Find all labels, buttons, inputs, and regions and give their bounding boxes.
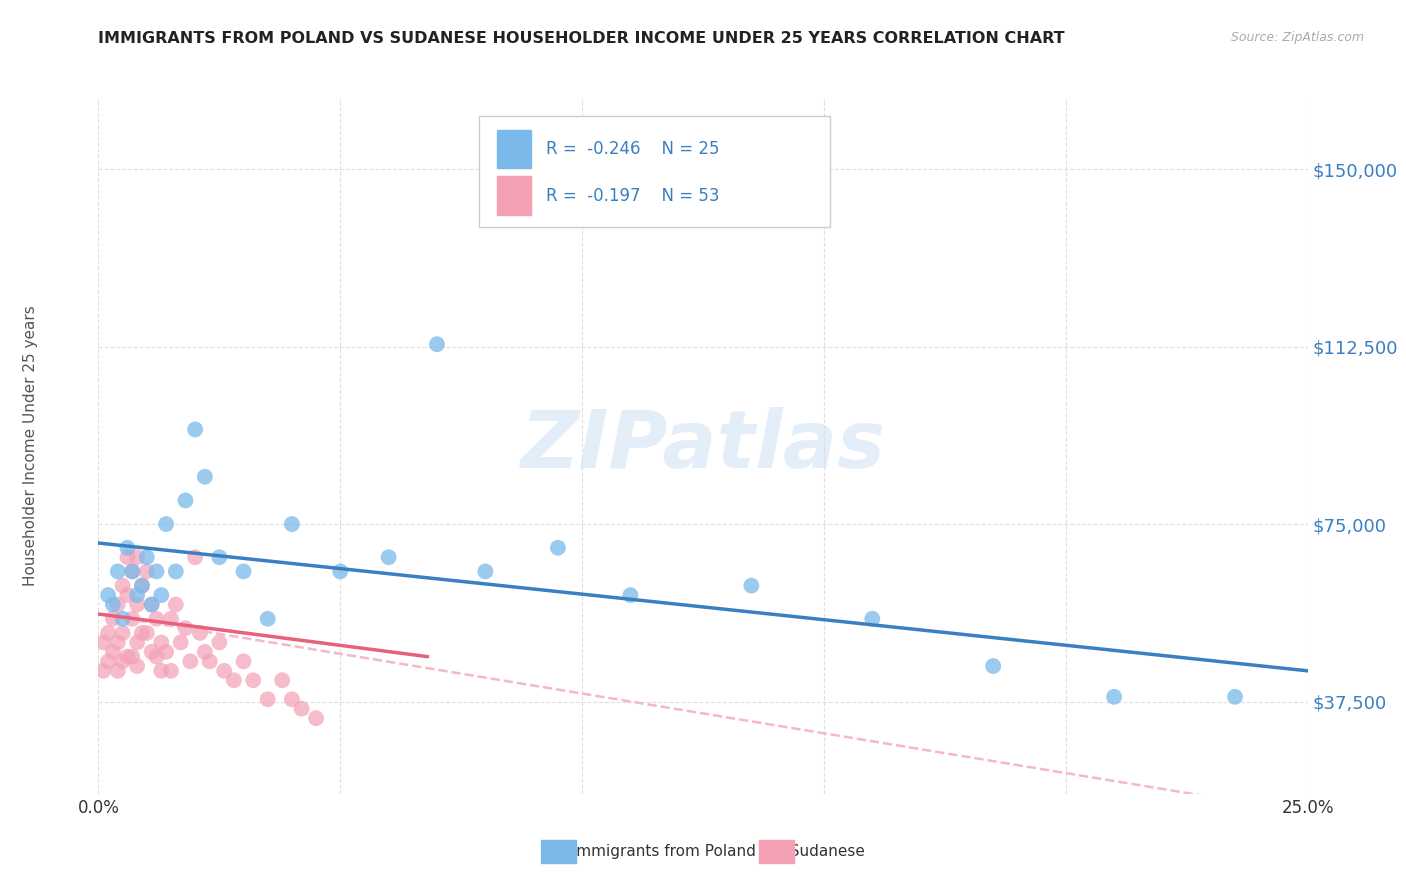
Point [377, 550, 399, 565]
Point [208, 550, 231, 565]
Point [426, 337, 449, 351]
Point [160, 664, 183, 678]
Point [194, 469, 217, 483]
Point [141, 598, 163, 612]
Point [222, 673, 245, 688]
Point [117, 550, 139, 565]
Point [1223, 690, 1246, 704]
Point [860, 612, 883, 626]
Point [271, 673, 294, 688]
Point [111, 612, 134, 626]
Point [155, 645, 177, 659]
Point [174, 493, 197, 508]
Point [107, 598, 129, 612]
Point [131, 579, 153, 593]
Point [150, 664, 173, 678]
Bar [498, 177, 531, 215]
Point [150, 635, 173, 649]
Point [145, 649, 167, 664]
Point [127, 659, 149, 673]
Point [474, 565, 496, 579]
Point [256, 692, 278, 706]
Text: R =  -0.197    N = 53: R = -0.197 N = 53 [546, 186, 720, 204]
Bar [498, 129, 531, 168]
Point [97, 626, 120, 640]
Point [281, 517, 304, 532]
Point [174, 621, 197, 635]
Point [188, 626, 211, 640]
Point [131, 626, 153, 640]
Point [208, 635, 231, 649]
Point [121, 649, 143, 664]
Point [547, 541, 569, 555]
Point [160, 612, 183, 626]
Point [169, 635, 191, 649]
Text: R =  -0.246    N = 25: R = -0.246 N = 25 [546, 140, 720, 158]
Point [91, 664, 114, 678]
Point [242, 673, 264, 688]
Point [281, 692, 304, 706]
Point [165, 565, 187, 579]
Point [121, 565, 143, 579]
FancyBboxPatch shape [479, 116, 830, 227]
Point [256, 612, 278, 626]
Point [290, 701, 312, 715]
Point [305, 711, 328, 725]
Text: IMMIGRANTS FROM POLAND VS SUDANESE HOUSEHOLDER INCOME UNDER 25 YEARS CORRELATION: IMMIGRANTS FROM POLAND VS SUDANESE HOUSE… [98, 31, 1066, 46]
Point [127, 588, 149, 602]
Point [107, 664, 129, 678]
Point [107, 565, 129, 579]
Point [127, 598, 149, 612]
Point [329, 565, 352, 579]
Point [101, 645, 124, 659]
Point [97, 654, 120, 668]
Point [117, 588, 139, 602]
Point [141, 598, 163, 612]
Point [981, 659, 1004, 673]
Point [198, 654, 221, 668]
Point [91, 635, 114, 649]
Point [619, 588, 641, 602]
Point [141, 645, 163, 659]
Point [135, 550, 157, 565]
Point [232, 654, 254, 668]
Point [121, 612, 143, 626]
Point [740, 579, 762, 593]
Point [101, 598, 124, 612]
Point [212, 664, 235, 678]
Text: Immigrants from Poland: Immigrants from Poland [562, 845, 756, 859]
Point [135, 626, 157, 640]
Point [145, 565, 167, 579]
Point [150, 588, 173, 602]
Point [121, 565, 143, 579]
Point [101, 612, 124, 626]
Point [194, 645, 217, 659]
Text: Source: ZipAtlas.com: Source: ZipAtlas.com [1230, 31, 1364, 45]
Point [179, 654, 201, 668]
Point [131, 579, 153, 593]
Point [97, 588, 120, 602]
Point [111, 579, 134, 593]
Text: Householder Income Under 25 years: Householder Income Under 25 years [24, 306, 38, 586]
Text: ZIPatlas: ZIPatlas [520, 407, 886, 485]
Text: Sudanese: Sudanese [780, 845, 865, 859]
Point [165, 598, 187, 612]
Point [155, 517, 177, 532]
Point [111, 654, 134, 668]
Point [232, 565, 254, 579]
Point [117, 649, 139, 664]
Point [107, 635, 129, 649]
Point [127, 635, 149, 649]
Point [184, 422, 207, 436]
Point [135, 565, 157, 579]
Point [117, 541, 139, 555]
Point [127, 550, 149, 565]
Point [111, 626, 134, 640]
Point [145, 612, 167, 626]
Point [1102, 690, 1125, 704]
Point [184, 550, 207, 565]
